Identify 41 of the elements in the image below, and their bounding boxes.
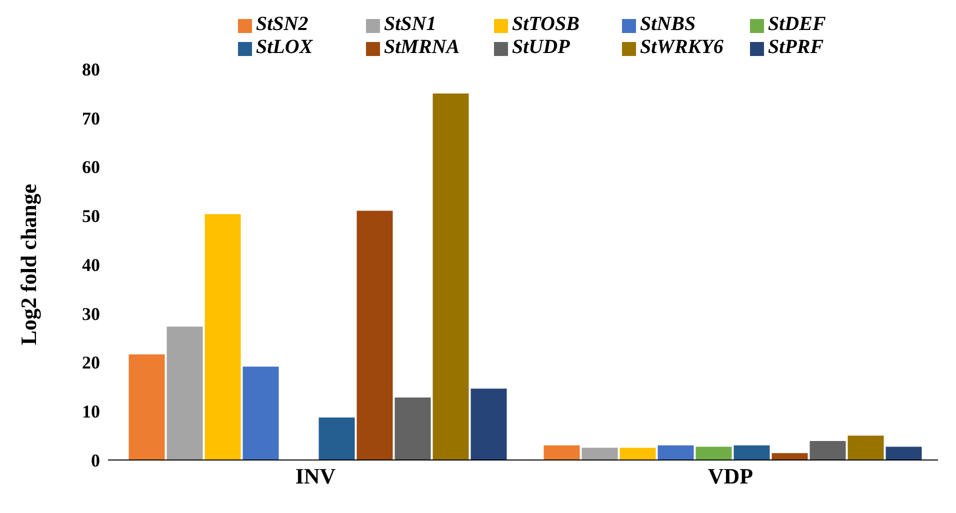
legend-label: StNBS <box>640 13 697 36</box>
x-tick-label: INV <box>295 464 336 489</box>
legend-label: StDEF <box>768 13 827 36</box>
bar <box>696 446 732 460</box>
bar <box>658 445 694 460</box>
y-tick-label: 20 <box>82 352 100 373</box>
bar <box>620 448 656 460</box>
bar <box>204 214 241 460</box>
bar <box>886 446 922 460</box>
legend-label: StMRNA <box>384 36 461 59</box>
y-tick-label: 60 <box>82 157 100 178</box>
legend-label: StSN1 <box>384 13 438 36</box>
y-axis-title: Log2 fold change <box>16 184 41 346</box>
bar <box>582 448 618 460</box>
legend-label: StPRF <box>768 36 825 59</box>
legend-label: StWRKY6 <box>640 36 724 59</box>
y-tick-label: 40 <box>82 254 100 275</box>
bar <box>544 445 580 460</box>
y-tick-label: 70 <box>82 108 100 128</box>
bar <box>772 453 808 460</box>
y-tick-label: 30 <box>82 304 100 324</box>
bar <box>394 397 431 460</box>
y-tick-label: 50 <box>82 206 100 226</box>
x-tick-label: VDP <box>708 464 754 489</box>
legend-label: StLOX <box>256 36 314 59</box>
y-tick-label: 10 <box>82 402 100 422</box>
bar <box>810 440 846 460</box>
bar <box>128 354 165 460</box>
y-tick-label: 0 <box>91 450 100 470</box>
legend-label: StTOSB <box>512 13 580 36</box>
bar <box>166 326 203 460</box>
bar <box>242 366 279 460</box>
bar <box>318 417 355 460</box>
bar <box>356 210 393 460</box>
legend-label: StUDP <box>512 36 571 59</box>
bar <box>734 445 770 460</box>
bar <box>848 436 884 460</box>
legend-label: StSN2 <box>256 13 310 36</box>
bar <box>432 93 469 460</box>
bar <box>470 388 507 460</box>
y-tick-label: 80 <box>82 59 100 80</box>
